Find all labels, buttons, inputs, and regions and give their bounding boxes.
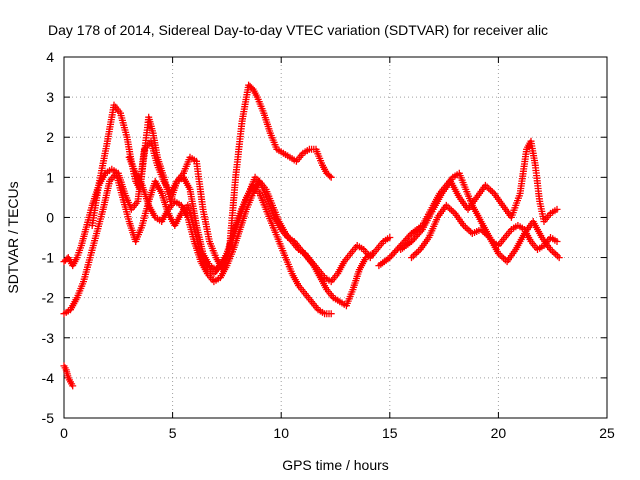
series-markers	[125, 153, 394, 286]
x-tick-label: 15	[382, 425, 398, 441]
series-markers	[408, 201, 563, 266]
y-tick-label: -1	[42, 250, 55, 266]
chart-title: Day 178 of 2014, Sidereal Day-to-day VTE…	[48, 22, 548, 38]
series-early-cluster	[60, 362, 77, 390]
x-tick-label: 20	[491, 425, 507, 441]
plot-frame	[63, 56, 608, 419]
x-tick-label: 10	[273, 425, 289, 441]
y-tick-label: -3	[42, 330, 55, 346]
x-tick-label: 0	[60, 425, 68, 441]
series-markers	[397, 137, 561, 253]
y-tick-label: -2	[42, 290, 55, 306]
x-tick-label: 5	[169, 425, 177, 441]
data-series	[60, 81, 563, 390]
x-axis-label: GPS time / hours	[282, 457, 389, 473]
series-fourth-arc-d	[125, 153, 394, 286]
y-tick-label: -4	[42, 370, 55, 386]
y-tick-label: 3	[46, 89, 54, 105]
y-tick-label: 0	[46, 209, 54, 225]
ticks: 0 5 10 15 20 25 -5 -4 -3 -2 -1 0 1 2 3 4	[42, 49, 615, 441]
y-tick-label: 4	[46, 49, 54, 65]
x-tick-label: 25	[599, 425, 615, 441]
series-late-arc-g	[408, 201, 563, 266]
y-axis-label: SDTVAR / TECUs	[5, 181, 21, 293]
series-markers	[60, 362, 77, 390]
y-tick-label: 1	[46, 169, 54, 185]
y-tick-label: 2	[46, 129, 54, 145]
y-tick-label: -5	[42, 410, 55, 426]
series-late-arc-f	[397, 137, 561, 253]
